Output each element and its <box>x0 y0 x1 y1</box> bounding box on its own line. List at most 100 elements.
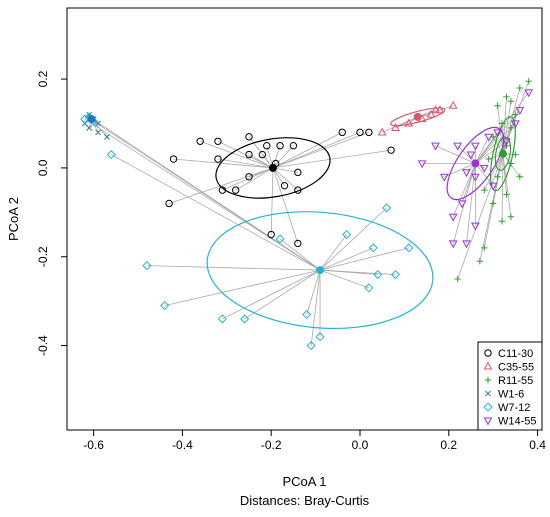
point-R11-55 <box>481 186 488 194</box>
point-W7-12 <box>240 314 250 324</box>
x-tick-label: -0.2 <box>261 438 282 452</box>
point-W7-12 <box>217 314 227 324</box>
spoke-line <box>222 167 274 191</box>
spoke-line <box>502 101 512 154</box>
point-R11-55 <box>454 275 461 283</box>
point-C11-30 <box>356 128 364 137</box>
point-C11-30 <box>245 150 253 159</box>
point-C11-30 <box>245 173 253 181</box>
point-C11-30 <box>231 186 240 194</box>
point-C11-30 <box>387 146 395 154</box>
centroid-R11-55 <box>498 149 507 158</box>
point-W14-55 <box>510 120 520 129</box>
centroid-C11-30 <box>268 163 277 172</box>
spoke-line <box>320 269 396 275</box>
spoke-line <box>502 127 512 154</box>
legend-label: R11-55 <box>498 375 533 387</box>
point-W14-55 <box>431 142 440 151</box>
x-tick-label: -0.6 <box>83 438 104 452</box>
point-W14-55 <box>471 173 480 182</box>
point-C11-30 <box>280 181 289 190</box>
spoke-line <box>270 167 274 235</box>
point-C11-30 <box>218 186 227 194</box>
legend-label: C35-55 <box>498 361 534 373</box>
ellipse-5 <box>446 126 505 201</box>
point-C11-30 <box>289 142 298 150</box>
spoke-line <box>272 167 298 173</box>
legend-marker <box>483 361 493 370</box>
spoke-line <box>272 145 294 169</box>
spoke-line <box>475 92 530 164</box>
spoke-line <box>452 163 476 217</box>
y-tick-label: -0.4 <box>36 335 50 356</box>
spoke-line <box>93 120 321 271</box>
point-W14-55 <box>462 169 471 178</box>
y-tick-label: -0.2 <box>36 246 50 267</box>
point-W7-12 <box>382 203 392 213</box>
point-R11-55 <box>498 120 506 127</box>
point-W1-6 <box>86 125 93 131</box>
point-C11-30 <box>169 155 178 163</box>
point-C11-30 <box>245 133 253 141</box>
centroid-W7-12 <box>316 266 325 275</box>
point-W14-55 <box>502 138 511 147</box>
point-W14-55 <box>448 213 458 222</box>
x-tick-label: 0.2 <box>440 438 457 452</box>
point-W7-12 <box>315 332 325 342</box>
centroid-C35-55 <box>413 112 422 121</box>
legend-box <box>477 341 543 431</box>
point-W14-55 <box>471 142 480 151</box>
point-R11-55 <box>503 93 510 101</box>
spoke-line <box>111 154 321 271</box>
spoke-line <box>248 154 274 169</box>
spoke-line <box>502 153 512 217</box>
point-C11-30 <box>267 230 275 239</box>
point-W14-55 <box>479 164 489 173</box>
x-tick-label: 0.0 <box>352 438 369 452</box>
spoke-line <box>279 238 321 271</box>
point-R11-55 <box>512 111 519 118</box>
spoke-line <box>168 167 274 204</box>
spoke-line <box>272 132 361 169</box>
legend-marker <box>484 376 492 384</box>
legend-label: W1-6 <box>498 388 524 400</box>
point-C35-55 <box>426 109 436 118</box>
point-R11-55 <box>494 102 501 109</box>
spoke-line <box>272 132 343 169</box>
ellipse-2 <box>494 136 512 171</box>
spoke-line <box>483 153 504 191</box>
point-W7-12 <box>306 341 316 351</box>
point-C35-55 <box>391 123 400 131</box>
y-axis: -0.4 -0.2 0.0 0.2 <box>36 70 67 356</box>
point-C35-55 <box>431 105 440 114</box>
point-R11-55 <box>507 160 515 167</box>
point-C11-30 <box>338 128 346 137</box>
x-axis-subtitle: Distances: Bray-Curtis <box>240 493 370 508</box>
data-points <box>80 78 534 351</box>
plot-frame <box>66 7 543 431</box>
legend-label: W14-55 <box>498 415 537 427</box>
point-W1-6 <box>104 133 110 140</box>
point-W14-55 <box>417 160 427 169</box>
spoke-line <box>235 167 274 191</box>
point-W7-12 <box>368 243 378 253</box>
point-W7-12 <box>373 269 383 280</box>
legend-marker <box>485 390 491 397</box>
y-tick-label: 0.0 <box>36 159 50 176</box>
point-W7-12 <box>404 243 414 253</box>
centroid-W1-6 <box>87 115 96 124</box>
x-axis-label: PCoA 1 <box>282 474 326 489</box>
point-W7-12 <box>275 234 285 244</box>
spoke-line <box>200 140 274 169</box>
spoke-line <box>319 207 387 271</box>
point-C35-55 <box>448 100 458 109</box>
point-R11-55 <box>498 218 506 225</box>
legend-marker <box>483 417 493 426</box>
point-R11-55 <box>485 155 492 163</box>
point-W14-55 <box>453 142 463 151</box>
point-R11-55 <box>503 191 510 198</box>
point-W1-6 <box>95 129 101 136</box>
spoke-line <box>222 269 321 320</box>
legend-marker <box>484 349 492 357</box>
